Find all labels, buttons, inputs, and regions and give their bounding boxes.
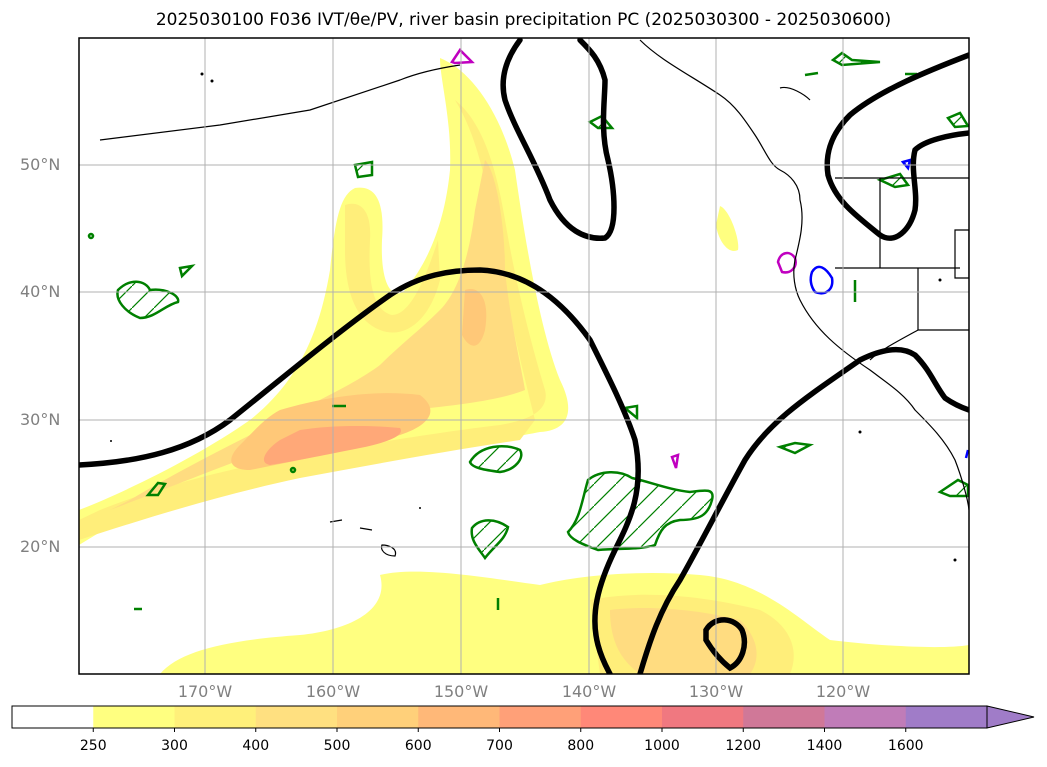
colorbar-segment — [580, 706, 663, 728]
colorbar-tick-label: 300 — [161, 738, 188, 754]
map-panel — [78, 37, 970, 675]
colorbar-segment — [255, 706, 338, 728]
colorbar-tick-label: 400 — [242, 738, 270, 754]
colorbar-tick-label: 1000 — [644, 738, 680, 754]
coastlines — [99, 39, 969, 557]
lon-label-140w: 140°W — [561, 682, 617, 701]
gridlines — [79, 38, 969, 674]
theta-e-contours — [79, 38, 969, 674]
lon-label-160w: 160°W — [305, 682, 361, 701]
colorbar-segment — [824, 706, 907, 728]
lat-label-40n: 40°N — [20, 282, 61, 301]
colorbar-segment — [93, 706, 175, 728]
colorbar-segment — [12, 706, 94, 728]
colorbar-extend-arrow — [986, 705, 1035, 729]
lon-label-130w: 130°W — [688, 682, 744, 701]
colorbar-tick-label: 250 — [79, 738, 107, 754]
colorbar-tick-label: 600 — [404, 738, 432, 754]
colorbar-tick-label: 1600 — [887, 738, 924, 754]
colorbar-tick-label: 500 — [323, 738, 351, 754]
map-title: 2025030100 F036 IVT/θe/PV, river basin p… — [155, 10, 892, 30]
ivt-fill-600 — [263, 425, 401, 465]
colorbar-segment — [499, 706, 582, 728]
colorbar-tick-label: 1200 — [725, 738, 762, 754]
colorbar-tick-label: 700 — [486, 738, 513, 754]
lat-label-50n: 50°N — [20, 155, 61, 174]
colorbar-tick-label: 1400 — [806, 738, 843, 754]
colorbar-segment — [337, 706, 419, 728]
colorbar-segment — [662, 706, 744, 728]
lat-label-30n: 30°N — [20, 410, 61, 429]
colorbar-segment — [905, 706, 988, 728]
colorbar-tick-label: 800 — [567, 738, 595, 754]
lon-label-120w: 120°W — [815, 682, 871, 701]
colorbar-segment — [743, 706, 825, 728]
lon-label-150w: 150°W — [433, 682, 489, 701]
islands — [110, 72, 957, 562]
colorbar-segment — [418, 706, 500, 728]
lat-label-20n: 20°N — [20, 537, 61, 556]
map-frame — [78, 37, 970, 675]
pv-contours — [116, 51, 969, 561]
lon-label-170w: 170°W — [177, 682, 233, 701]
colorbar-segment — [174, 706, 257, 728]
pv-small-contours — [87, 71, 917, 611]
colorbar — [11, 705, 1035, 732]
blue-contours — [809, 158, 969, 459]
